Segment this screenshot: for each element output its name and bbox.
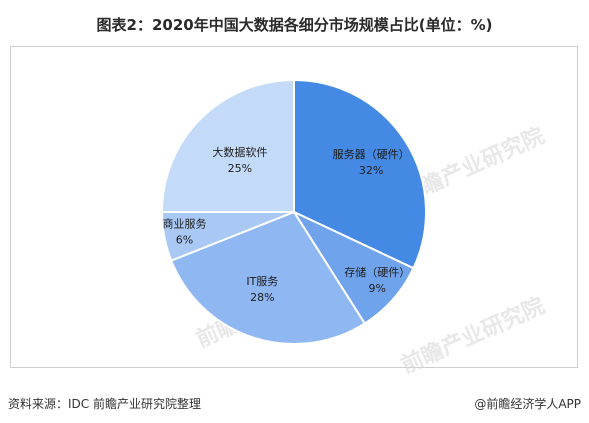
slice-label: IT服务 28%	[246, 275, 278, 304]
slice-label-value: 28%	[250, 291, 274, 304]
slice-label-value: 32%	[359, 164, 383, 177]
slice-label: 存储（硬件） 9%	[344, 265, 410, 295]
slice-label-value: 25%	[228, 162, 252, 175]
pie-slice	[169, 210, 367, 345]
footer: 资料来源：IDC 前瞻产业研究院整理 @前瞻经济学人APP	[8, 395, 581, 415]
slice-label: 服务器（硬件） 32%	[333, 148, 410, 177]
slice-label: 大数据软件 25%	[212, 145, 267, 175]
credit-note: @前瞻经济学人APP	[474, 397, 581, 411]
chart-title: 图表2：2020年中国大数据各细分市场规模占比(单位：%)	[96, 16, 493, 34]
slice-label-name: 存储（硬件）	[344, 265, 410, 279]
slice-label-value: 9%	[368, 282, 385, 295]
slice-label-value: 6%	[176, 233, 193, 246]
pie-slice	[160, 78, 295, 213]
slice-label-name: 服务器（硬件）	[333, 148, 410, 161]
chart-frame	[10, 46, 578, 368]
slice-label-name: 大数据软件	[212, 145, 267, 159]
pie-slice	[293, 78, 427, 270]
slice-label-name: 商业服务	[162, 216, 206, 230]
source-note: 资料来源：IDC 前瞻产业研究院整理	[8, 397, 201, 411]
slice-label: 商业服务 6%	[162, 216, 206, 246]
slice-label-name: IT服务	[246, 275, 278, 288]
